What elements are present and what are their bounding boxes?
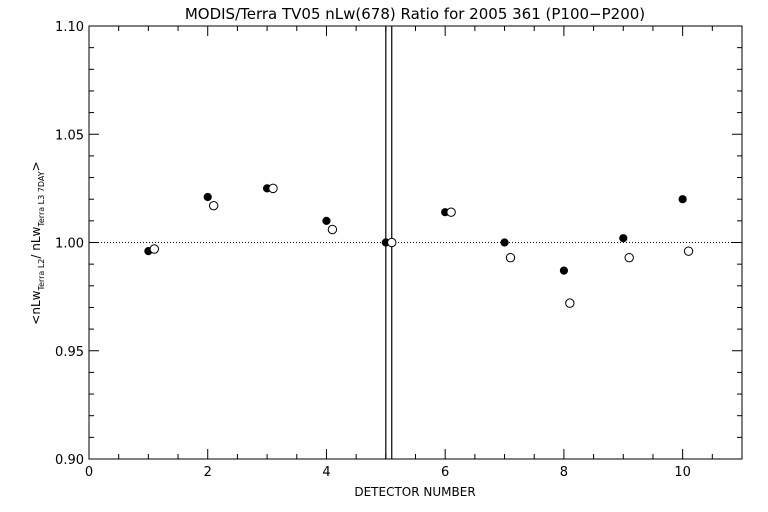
x-tick-label: 2 — [204, 465, 212, 480]
x-tick-label: 0 — [85, 465, 93, 480]
open-point — [565, 298, 575, 308]
reference-lines — [89, 26, 742, 459]
x-tick-label: 8 — [560, 465, 568, 480]
y-label-suffix: > — [29, 161, 43, 171]
y-tick-label: 0.95 — [55, 345, 84, 360]
x-tick-label: 6 — [441, 465, 449, 480]
open-point — [208, 200, 219, 211]
x-axis-label: DETECTOR NUMBER — [354, 485, 475, 499]
open-point — [327, 224, 338, 235]
y-tick-label: 0.90 — [55, 453, 84, 468]
filled-point — [559, 266, 569, 275]
y-tick-label: 1.00 — [55, 237, 84, 252]
filled-point — [619, 234, 628, 243]
open-point — [683, 246, 694, 256]
open-point — [149, 244, 160, 254]
y-tick-label: 1.10 — [55, 20, 84, 35]
chart-title: MODIS/Terra TV05 nLw(678) Ratio for 2005… — [185, 5, 645, 23]
filled-point — [500, 238, 509, 247]
y-axis-label: <nLwTerra L2/ nLwTerra L3 7DAY> — [29, 161, 46, 324]
data-points — [144, 183, 694, 308]
y-label-sub1: Terra L2 — [37, 259, 46, 292]
y-label-mid: / nLw — [29, 226, 43, 258]
axis-ticks: 0 2 4 6 8 10 0.90 0.95 1.00 1.05 1.10 — [55, 20, 742, 480]
filled-point — [322, 216, 331, 225]
x-tick-label: 4 — [322, 465, 330, 480]
open-point — [624, 252, 634, 263]
y-tick-label: 1.05 — [55, 128, 84, 143]
filled-point — [203, 192, 212, 202]
open-point — [387, 237, 397, 248]
y-label-prefix: <nLw — [29, 290, 43, 324]
open-point — [268, 183, 278, 194]
open-point — [446, 207, 456, 217]
filled-point — [678, 195, 687, 204]
y-label-sub2: Terra L3 7DAY — [37, 171, 46, 227]
x-tick-label: 10 — [674, 465, 691, 480]
open-point — [505, 252, 516, 263]
